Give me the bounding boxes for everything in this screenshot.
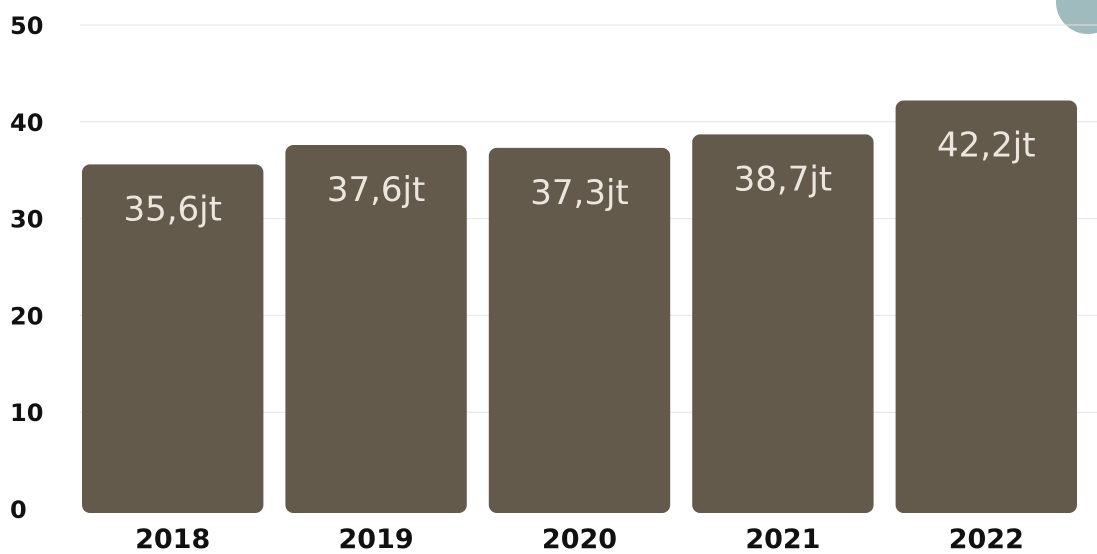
- y-axis: 0 10 20 30 40 50: [10, 12, 43, 524]
- data-label: 42,2jt: [937, 126, 1035, 166]
- y-tick-label: 0: [10, 496, 27, 524]
- data-label: 38,7jt: [734, 159, 832, 199]
- x-tick-label: 2022: [949, 524, 1024, 554]
- bar: [488, 147, 671, 513]
- bar: [895, 100, 1077, 513]
- x-tick-label: 2018: [135, 524, 210, 554]
- x-tick-label: 2019: [339, 524, 414, 554]
- y-tick-label: 30: [10, 206, 43, 234]
- data-label: 37,3jt: [530, 173, 628, 213]
- y-tick-label: 10: [10, 399, 43, 427]
- x-tick-label: 2021: [745, 524, 820, 554]
- x-tick-label: 2020: [542, 524, 617, 554]
- y-tick-label: 50: [10, 12, 43, 40]
- y-tick-label: 20: [10, 302, 43, 330]
- bar: [82, 164, 264, 513]
- x-axis: 2018 2019 2020 2021 2022: [135, 524, 1024, 554]
- bars: 35,6jt 37,6jt 37,3jt 38,7jt 42,2jt: [82, 100, 1077, 514]
- bar: [692, 134, 874, 513]
- decorative-circle: [1056, 0, 1097, 34]
- data-label: 37,6jt: [327, 170, 425, 210]
- data-label: 35,6jt: [123, 189, 221, 229]
- y-tick-label: 40: [10, 109, 43, 137]
- bar: [285, 145, 467, 514]
